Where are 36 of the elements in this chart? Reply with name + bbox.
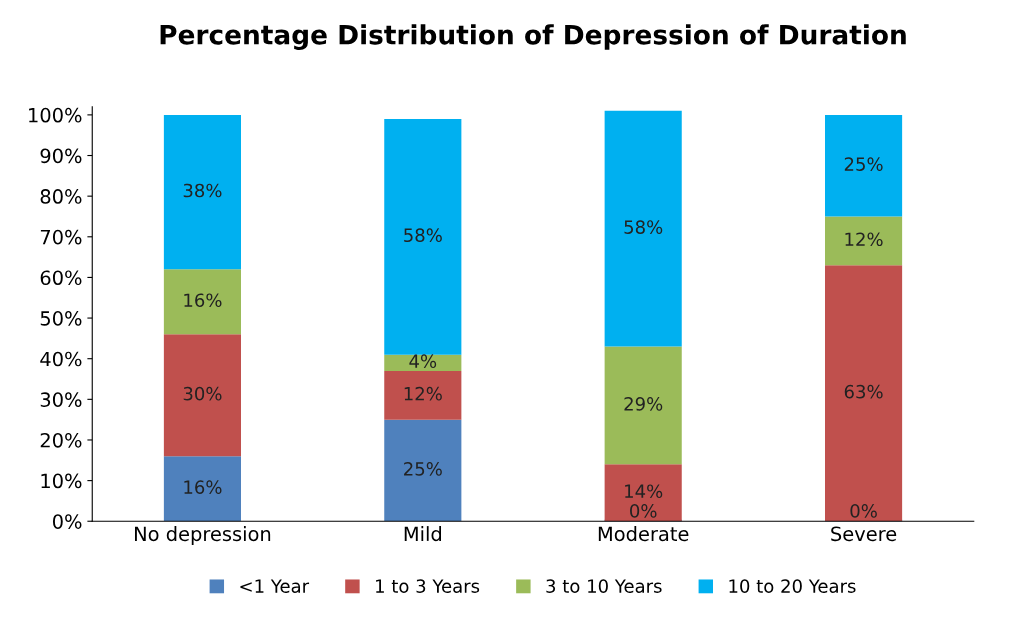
y-tick-label: 30% bbox=[40, 392, 82, 407]
data-label: 58% bbox=[404, 228, 442, 243]
y-tick-label: 70% bbox=[40, 229, 82, 245]
data-label: 16% bbox=[184, 293, 222, 308]
data-label: 4% bbox=[409, 354, 437, 368]
x-tick-label: Mild bbox=[404, 526, 442, 542]
y-tick-label: 60% bbox=[40, 270, 82, 286]
legend-label: <1 Year bbox=[240, 579, 310, 593]
data-label: 14% bbox=[625, 484, 663, 499]
chart-title: Percentage Distribution of Depression of Duration bbox=[160, 24, 906, 50]
data-label: 63% bbox=[844, 384, 883, 399]
data-label: 0% bbox=[850, 504, 877, 518]
y-tick-label: 20% bbox=[40, 432, 82, 448]
data-label: 0% bbox=[630, 504, 657, 518]
legend-label: 3 to 10 Years bbox=[546, 579, 662, 593]
y-tick-label: 10% bbox=[41, 473, 82, 489]
x-tick-label: Moderate bbox=[598, 526, 689, 542]
y-tick-label: 40% bbox=[40, 351, 82, 367]
data-label: 29% bbox=[624, 397, 663, 411]
data-label: 12% bbox=[845, 232, 883, 247]
y-tick-label: 0% bbox=[52, 514, 82, 529]
data-label: 30% bbox=[183, 386, 222, 401]
data-label: 16% bbox=[184, 480, 222, 494]
y-tick-label: 100% bbox=[29, 107, 82, 123]
x-tick-label: Severe bbox=[831, 526, 897, 542]
x-tick-label: No depression bbox=[135, 526, 271, 545]
y-tick-label: 80% bbox=[40, 189, 82, 204]
data-label: 58% bbox=[624, 220, 663, 234]
data-label: 25% bbox=[404, 462, 442, 476]
data-label: 12% bbox=[404, 386, 442, 401]
y-tick-label: 90% bbox=[40, 148, 82, 164]
legend-label: 10 to 20 Years bbox=[729, 579, 856, 593]
y-tick-label: 50% bbox=[40, 311, 82, 326]
legend-label: 1 to 3 Years bbox=[376, 579, 480, 593]
data-label: 38% bbox=[183, 183, 222, 198]
data-label: 25% bbox=[844, 157, 883, 171]
